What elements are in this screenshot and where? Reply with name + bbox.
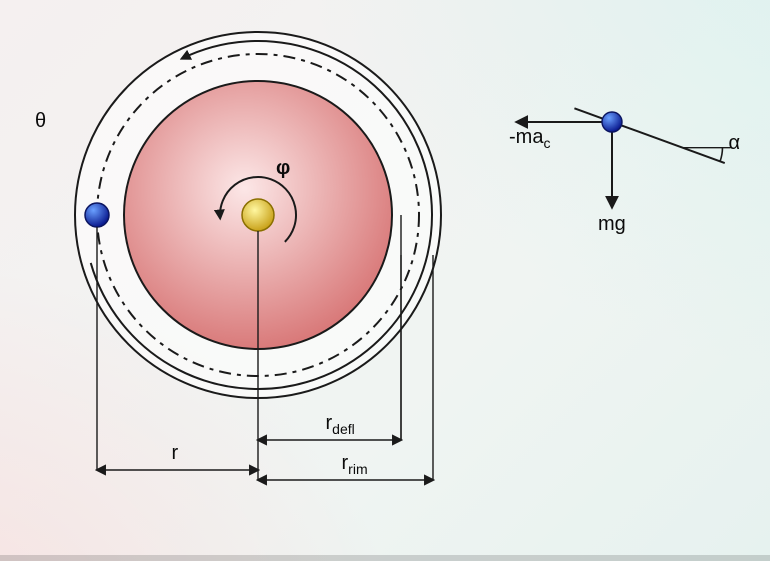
center-dot <box>242 199 274 231</box>
orbit-ball <box>85 203 109 227</box>
mg-label: mg <box>598 213 626 236</box>
r-label: r <box>172 442 179 465</box>
r-rim-label: rrim <box>342 452 368 477</box>
r-defl-label: rdefl <box>326 412 355 437</box>
incline-line <box>574 108 724 163</box>
alpha-arc <box>720 148 722 162</box>
alpha-label: α <box>728 132 740 155</box>
fbd-ball <box>602 112 622 132</box>
mac-label: -mac <box>509 126 550 151</box>
theta-label: θ <box>35 110 46 133</box>
main-diagram <box>0 0 770 561</box>
phi-label: φ <box>276 157 290 180</box>
